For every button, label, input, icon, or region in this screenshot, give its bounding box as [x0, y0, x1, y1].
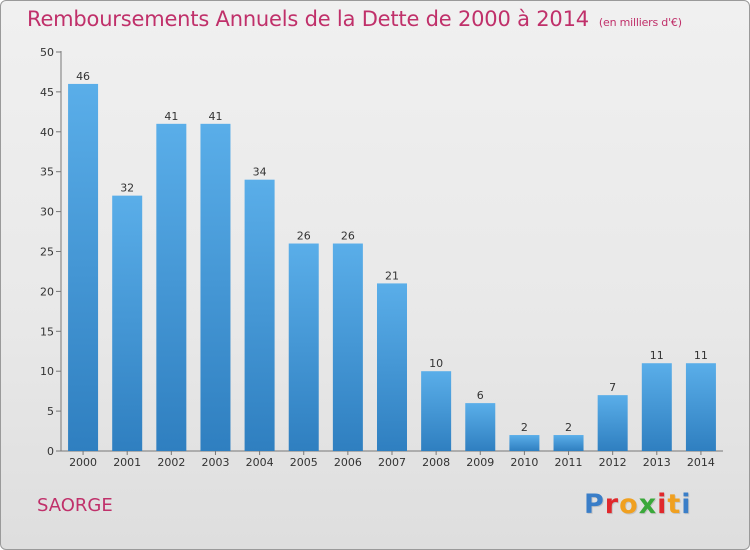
bar: [156, 123, 187, 451]
x-tick-label: 2001: [113, 456, 141, 469]
y-tick-label: 15: [40, 325, 54, 338]
logo-letter: r: [604, 489, 620, 520]
logo-letter: t: [667, 489, 682, 520]
bar-value-label: 26: [341, 230, 355, 243]
x-tick-label: 2002: [157, 456, 185, 469]
logo-letter: x: [638, 489, 658, 520]
x-tick-label: 2000: [69, 456, 97, 469]
logo-letter: P: [584, 489, 605, 520]
x-tick-label: 2009: [466, 456, 494, 469]
bar: [377, 283, 407, 451]
y-tick-label: 0: [47, 445, 54, 458]
x-tick-label: 2010: [510, 456, 538, 469]
x-tick-label: 2004: [246, 456, 274, 469]
bar-value-label: 32: [120, 182, 134, 195]
bar: [332, 243, 363, 451]
bar-value-label: 11: [650, 349, 664, 362]
bar-value-label: 10: [429, 357, 443, 370]
logo-letter: i: [681, 489, 692, 520]
y-tick-label: 35: [40, 166, 54, 179]
bar: [509, 435, 540, 451]
x-tick-label: 2012: [599, 456, 627, 469]
bar: [421, 371, 452, 451]
bar-value-label: 41: [208, 110, 222, 123]
bars: [68, 83, 716, 452]
bar: [244, 179, 275, 451]
bar-value-label: 26: [297, 230, 311, 243]
bar-value-label: 41: [164, 110, 178, 123]
commune-name: SAORGE: [37, 495, 113, 516]
bar: [465, 403, 496, 451]
bar-value-label: 6: [477, 389, 484, 402]
x-tick-label: 2003: [201, 456, 229, 469]
bar: [597, 395, 628, 451]
x-tick-label: 2006: [334, 456, 362, 469]
bar-value-label: 34: [253, 166, 267, 179]
chart-title-text: Remboursements Annuels de la Dette de 20…: [27, 7, 589, 31]
bar: [553, 435, 584, 451]
x-tick-label: 2014: [687, 456, 715, 469]
bar-value-label: 7: [609, 381, 616, 394]
bar-value-label: 46: [76, 70, 90, 83]
bar-value-label: 11: [694, 349, 708, 362]
y-tick-label: 25: [40, 246, 54, 259]
labels: 4620003220014120024120033420042620052620…: [69, 70, 715, 469]
bar: [200, 123, 231, 451]
y-tick-label: 5: [47, 405, 54, 418]
bar: [641, 363, 672, 451]
bar-value-label: 2: [565, 421, 572, 434]
x-tick-label: 2005: [290, 456, 318, 469]
y-tick-label: 45: [40, 86, 54, 99]
logo-letter: o: [619, 489, 639, 520]
chart-title: Remboursements Annuels de la Dette de 20…: [27, 7, 682, 31]
bar: [288, 243, 319, 451]
x-tick-label: 2013: [643, 456, 671, 469]
logo-letter: i: [657, 489, 668, 520]
x-tick-label: 2007: [378, 456, 406, 469]
bar-value-label: 21: [385, 269, 399, 282]
bar: [112, 195, 143, 451]
bar: [685, 363, 716, 451]
y-tick-label: 50: [40, 46, 54, 59]
bar-value-label: 2: [521, 421, 528, 434]
x-tick-label: 2008: [422, 456, 450, 469]
chart-unit: (en milliers d'€): [598, 16, 682, 29]
y-tick-label: 20: [40, 285, 54, 298]
bar: [68, 83, 99, 452]
x-tick-label: 2011: [555, 456, 583, 469]
y-tick-label: 40: [40, 126, 54, 139]
proxiti-logo: Proxiti: [584, 489, 692, 520]
y-tick-label: 30: [40, 206, 54, 219]
y-tick-label: 10: [40, 365, 54, 378]
